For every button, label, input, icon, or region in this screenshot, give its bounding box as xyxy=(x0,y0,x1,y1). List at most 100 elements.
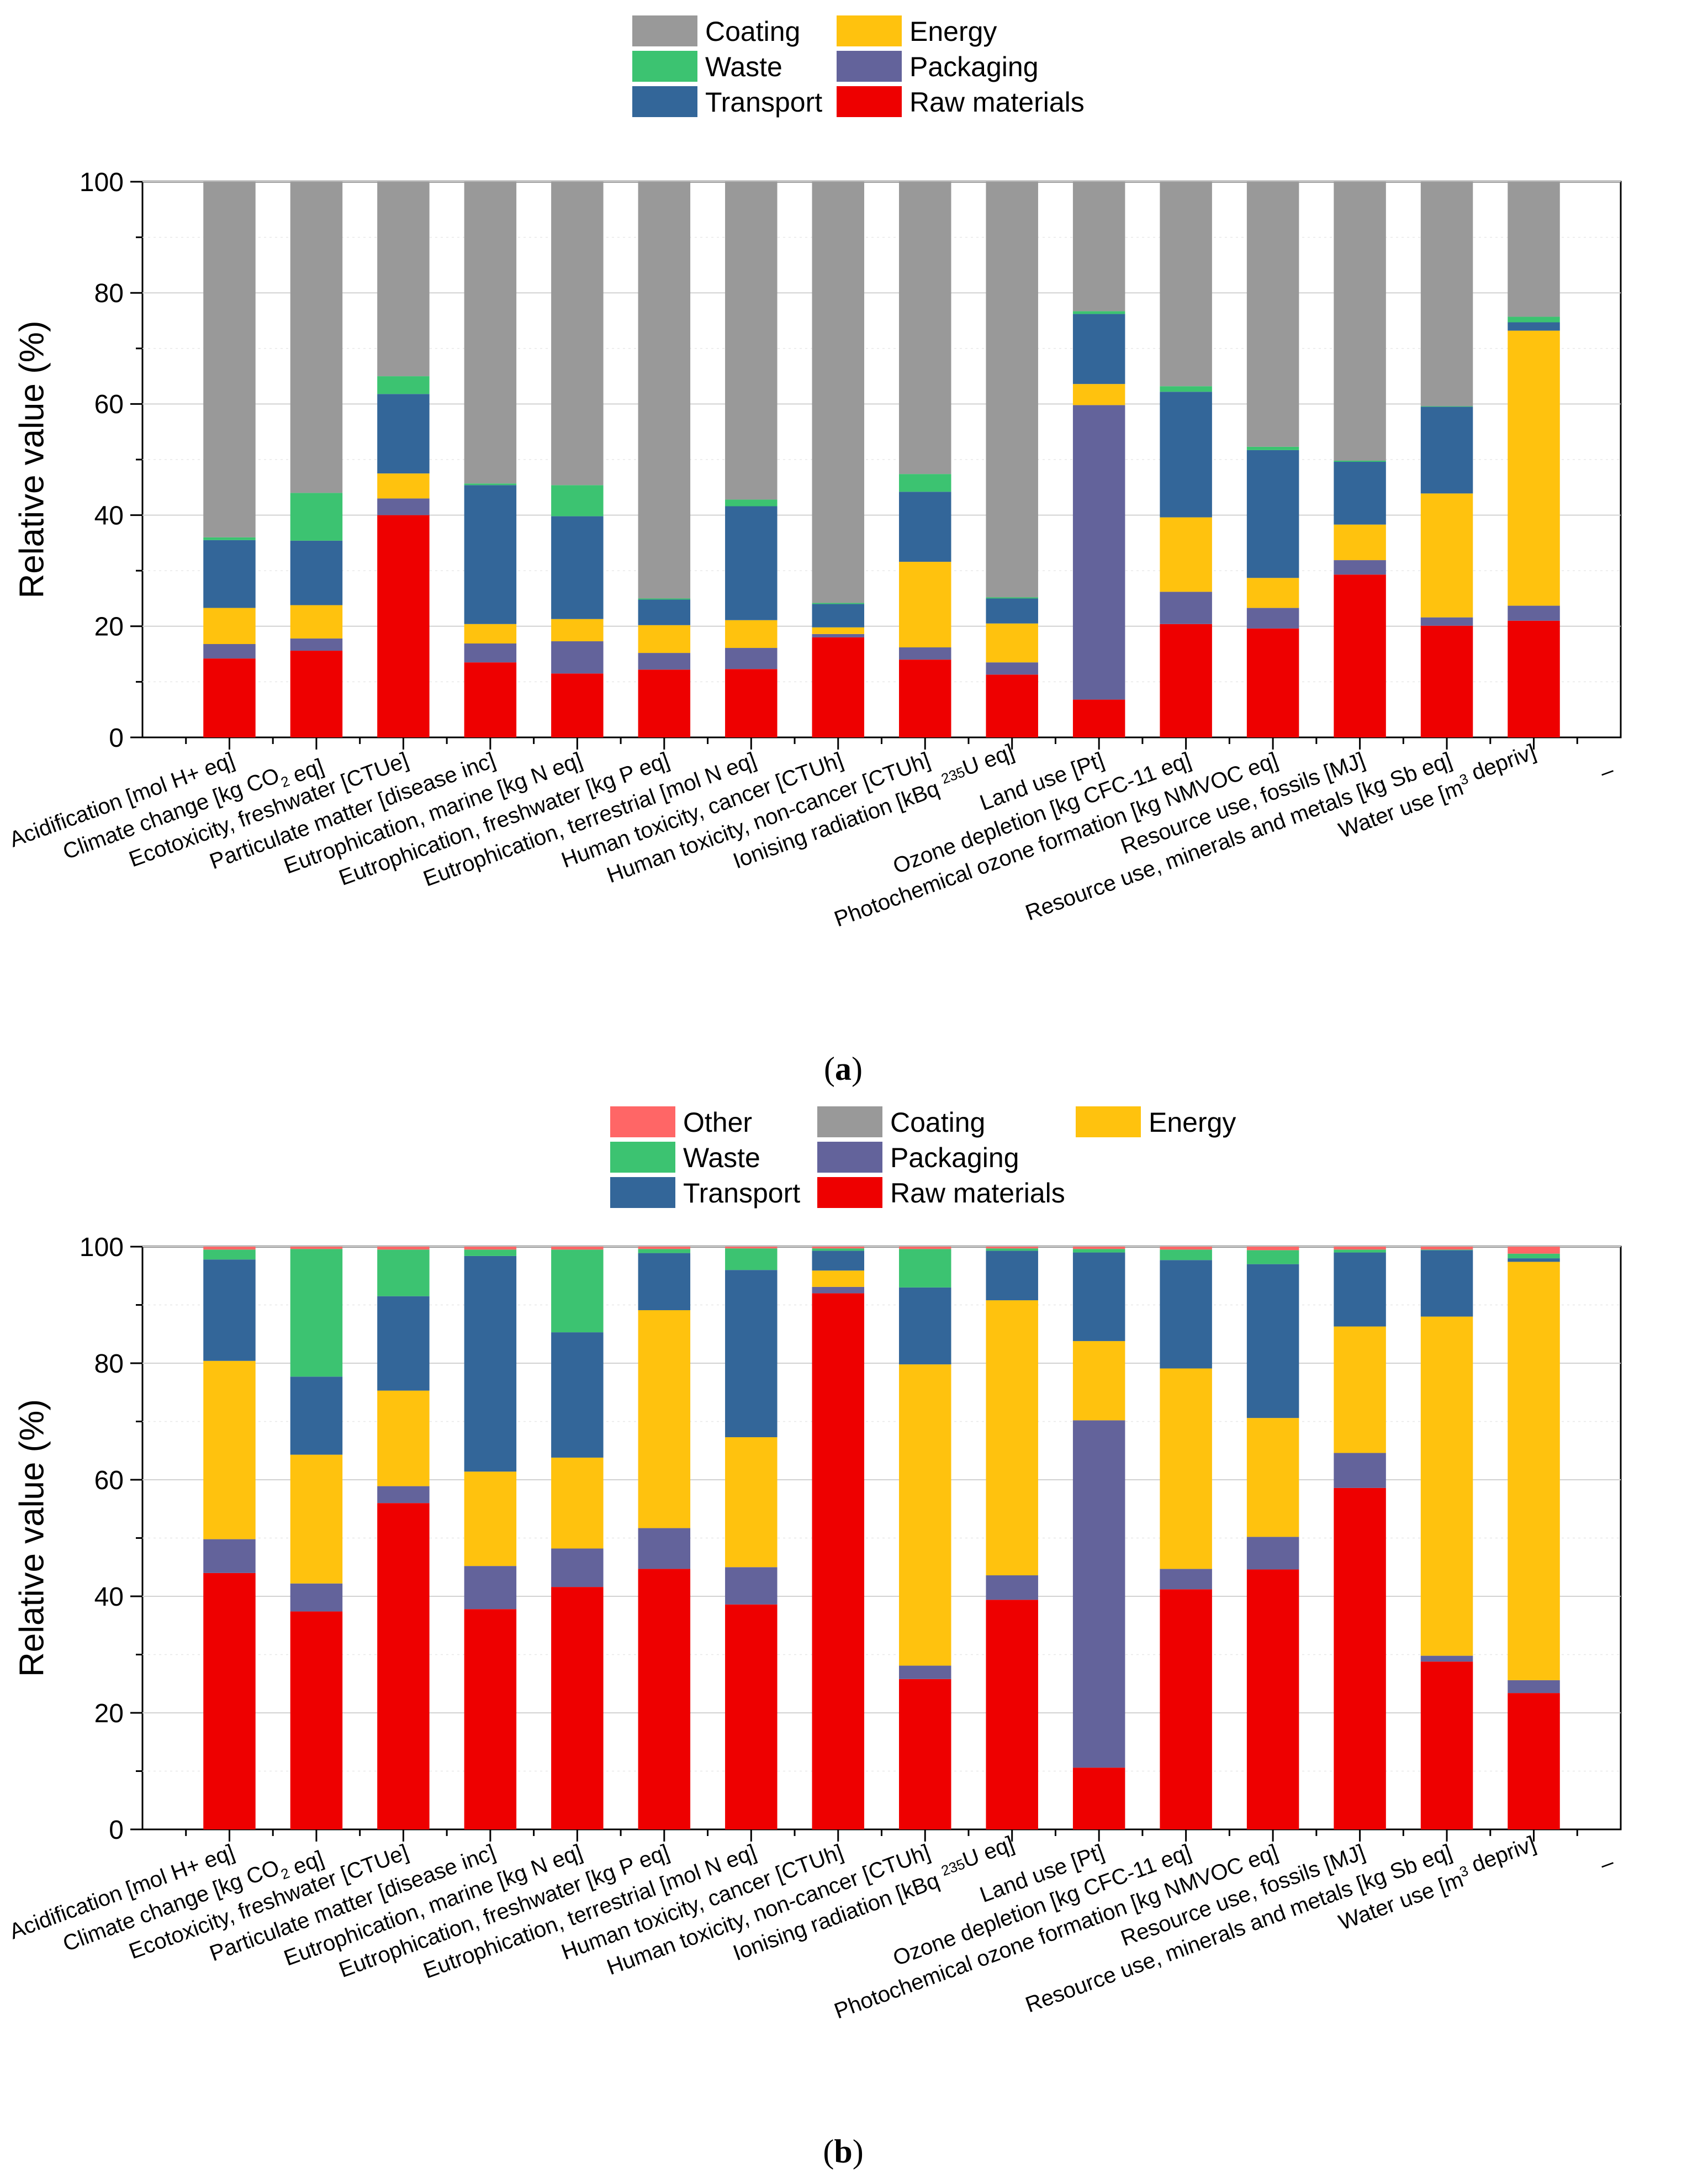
bar-segment-coating xyxy=(1072,182,1125,312)
bar-segment-energy xyxy=(203,608,256,644)
bar-segment-transport xyxy=(290,540,343,605)
bar-segment-raw-materials xyxy=(1420,1661,1473,1829)
bar-segment-coating xyxy=(898,182,951,474)
bar-segment-waste xyxy=(638,1249,691,1253)
legend-label-transport: Transport xyxy=(705,87,822,118)
bar-segment-transport xyxy=(638,599,691,625)
bar-segment-waste xyxy=(812,603,865,604)
bar-segment-coating xyxy=(638,182,691,599)
bar-segment-waste xyxy=(1072,1249,1125,1253)
bar-segment-raw-materials xyxy=(725,669,778,737)
bar-segment-packaging xyxy=(1334,1453,1386,1488)
y-tick-label: 20 xyxy=(94,613,124,642)
bar-segment-transport xyxy=(1508,322,1560,331)
legend-label-raw-materials: Raw materials xyxy=(890,1178,1065,1209)
bar-segment-energy xyxy=(812,1270,865,1287)
bar-segment-waste xyxy=(1246,1250,1299,1264)
bar-segment-other xyxy=(725,1247,778,1249)
bar-segment-packaging xyxy=(1420,1655,1473,1662)
bar-segment-energy xyxy=(551,619,604,641)
bar-segment-energy xyxy=(203,1360,256,1539)
bar-segment-energy xyxy=(638,625,691,653)
bar-segment-raw-materials xyxy=(464,1609,517,1829)
bar-segment-coating xyxy=(725,182,778,500)
legend-label-energy: Energy xyxy=(1149,1107,1236,1138)
bar-segment-energy xyxy=(986,623,1038,663)
y-tick-label: 80 xyxy=(94,1349,124,1379)
bar-segment-transport xyxy=(1420,407,1473,494)
y-tick-label: 0 xyxy=(109,1816,124,1845)
bar-segment-coating xyxy=(377,182,430,377)
bar-segment-waste xyxy=(1420,1249,1473,1251)
bar-segment-packaging xyxy=(1246,608,1299,629)
bar-segment-packaging xyxy=(1072,405,1125,700)
bar-segment-other xyxy=(203,1247,256,1250)
bar-segment-energy xyxy=(725,1437,778,1568)
bar-segment-transport xyxy=(898,1287,951,1365)
legend-swatch-packaging xyxy=(837,51,902,82)
legend-label-transport: Transport xyxy=(683,1178,800,1209)
bar-segment-energy xyxy=(812,627,865,634)
bar-segment-transport xyxy=(203,540,256,608)
bar-segment-other xyxy=(638,1247,691,1249)
bar-segment-energy xyxy=(1508,330,1560,606)
bar-segment-packaging xyxy=(986,1575,1038,1600)
bar-segment-other xyxy=(377,1247,430,1250)
legend-swatch-transport xyxy=(632,86,697,117)
bar-segment-packaging xyxy=(290,638,343,651)
y-tick-label: 100 xyxy=(80,168,124,197)
bar-segment-waste xyxy=(551,1249,604,1333)
bar-segment-energy xyxy=(898,562,951,648)
bar-segment-raw-materials xyxy=(1072,699,1125,737)
bar-segment-raw-materials xyxy=(377,515,430,737)
y-tick-label: 80 xyxy=(94,279,124,308)
bar-segment-other xyxy=(1508,1247,1560,1254)
legend-label-other: Other xyxy=(683,1107,752,1138)
bar-segment-packaging xyxy=(377,1486,430,1504)
legend-swatch-waste xyxy=(632,51,697,82)
bar-segment-waste xyxy=(377,1249,430,1296)
legend-label-raw-materials: Raw materials xyxy=(909,87,1085,118)
bar-segment-transport xyxy=(812,1251,865,1271)
bar-segment-packaging xyxy=(898,1665,951,1679)
bar-segment-transport xyxy=(1420,1250,1473,1317)
bar-segment-coating xyxy=(986,182,1038,598)
bar-segment-transport xyxy=(1072,1252,1125,1341)
y-tick-label: 20 xyxy=(94,1699,124,1728)
x-tick-label-extra: – xyxy=(1597,1850,1617,1877)
bar-segment-energy xyxy=(986,1300,1038,1576)
bar-segment-other xyxy=(1246,1247,1299,1251)
bar-segment-energy xyxy=(1420,1316,1473,1656)
bar-segment-waste xyxy=(203,537,256,540)
bar-segment-transport xyxy=(1334,462,1386,525)
bar-segment-transport xyxy=(377,1296,430,1391)
legend-label-waste: Waste xyxy=(705,51,782,82)
bar-segment-other xyxy=(986,1247,1038,1249)
y-axis-label: Relative value (%) xyxy=(13,1399,51,1677)
legend-swatch-raw-materials xyxy=(837,86,902,117)
panel-caption: (a) xyxy=(824,1051,863,1087)
bar-segment-packaging xyxy=(1420,617,1473,626)
bar-segment-packaging xyxy=(203,1539,256,1573)
bar-segment-raw-materials xyxy=(551,673,604,737)
bar-segment-raw-materials xyxy=(812,637,865,737)
panel-caption: (b) xyxy=(823,2133,863,2170)
y-tick-label: 100 xyxy=(80,1233,124,1262)
bar-segment-energy xyxy=(1334,524,1386,561)
bar-segment-raw-materials xyxy=(203,658,256,737)
bar-segment-transport xyxy=(725,1270,778,1437)
bar-segment-waste xyxy=(551,485,604,516)
bar-segment-waste xyxy=(1508,1253,1560,1259)
bar-segment-energy xyxy=(1334,1326,1386,1453)
legend-swatch-coating xyxy=(632,15,697,46)
bar-segment-waste xyxy=(1072,311,1125,314)
bars xyxy=(203,1247,1560,1829)
bar-segment-packaging xyxy=(725,648,778,669)
bar-segment-raw-materials xyxy=(812,1293,865,1829)
bar-segment-packaging xyxy=(551,1548,604,1587)
bar-segment-waste xyxy=(898,474,951,492)
bar-segment-energy xyxy=(1072,1341,1125,1421)
legend-swatch-waste xyxy=(610,1142,675,1173)
